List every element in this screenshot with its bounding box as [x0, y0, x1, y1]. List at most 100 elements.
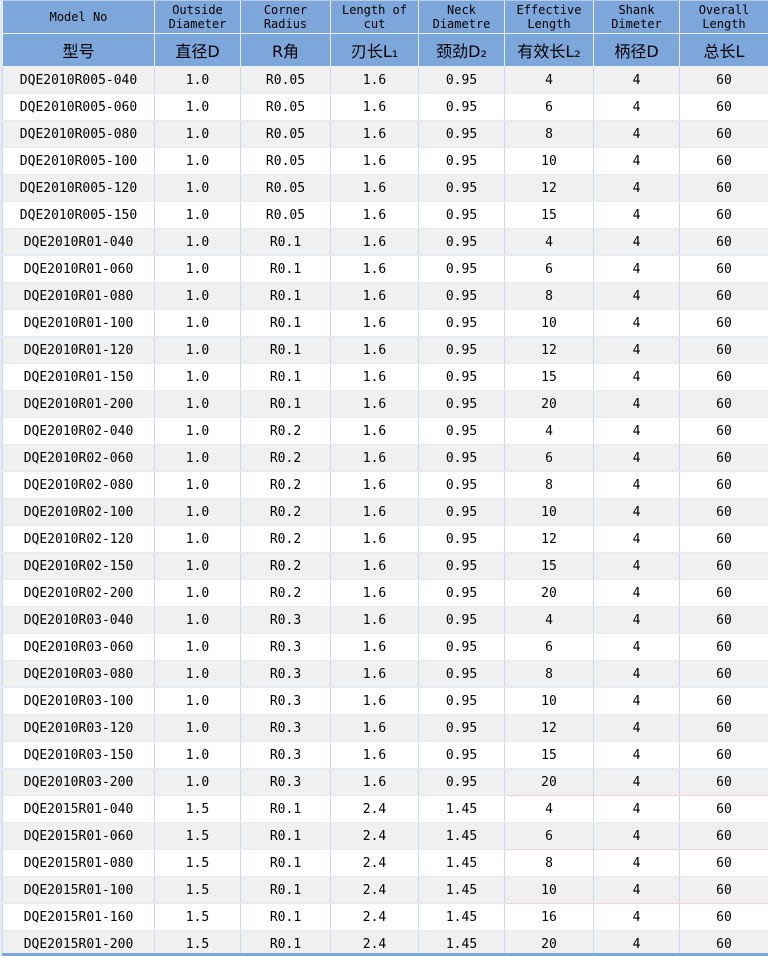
cell-model-no: DQE2015R01-200	[2, 930, 155, 956]
table-row: DQE2010R02-060 1.0 R0.2 1.6 0.95 6 4 60	[2, 444, 768, 472]
cell-shank-dimeter: 4	[593, 255, 680, 283]
table-body: DQE2010R005-040 1.0 R0.05 1.6 0.95 4 4 6…	[2, 66, 768, 956]
cell-outside-diameter: 1.0	[154, 444, 241, 472]
cell-overall-length: 60	[679, 903, 768, 931]
cell-outside-diameter: 1.0	[154, 93, 241, 121]
header-cn-outside-diameter: 直径D	[154, 33, 241, 67]
cell-model-no: DQE2010R02-120	[2, 525, 155, 553]
cell-effective-length: 6	[504, 444, 594, 472]
cell-neck-diametre: 0.95	[418, 309, 505, 337]
cell-shank-dimeter: 4	[593, 552, 680, 580]
cell-effective-length: 4	[504, 66, 594, 94]
header-length-of-cut: Length of cut	[330, 0, 419, 34]
cell-length-of-cut: 1.6	[330, 255, 419, 283]
cell-length-of-cut: 1.6	[330, 687, 419, 715]
cell-model-no: DQE2010R01-150	[2, 363, 155, 391]
table-row: DQE2010R005-080 1.0 R0.05 1.6 0.95 8 4 6…	[2, 120, 768, 148]
cell-shank-dimeter: 4	[593, 147, 680, 175]
cell-shank-dimeter: 4	[593, 93, 680, 121]
cell-outside-diameter: 1.0	[154, 552, 241, 580]
table-row: DQE2010R03-200 1.0 R0.3 1.6 0.95 20 4 60	[2, 768, 768, 796]
cell-effective-length: 10	[504, 876, 594, 904]
cell-length-of-cut: 1.6	[330, 390, 419, 418]
cell-effective-length: 10	[504, 147, 594, 175]
cell-outside-diameter: 1.5	[154, 903, 241, 931]
cell-neck-diametre: 0.95	[418, 687, 505, 715]
header-overall-length: Overall Length	[679, 0, 768, 34]
cell-neck-diametre: 1.45	[418, 795, 505, 823]
cell-effective-length: 12	[504, 714, 594, 742]
cell-outside-diameter: 1.0	[154, 120, 241, 148]
cell-corner-radius: R0.05	[240, 66, 331, 94]
cell-corner-radius: R0.2	[240, 417, 331, 445]
cell-overall-length: 60	[679, 498, 768, 526]
cell-overall-length: 60	[679, 282, 768, 310]
cell-corner-radius: R0.05	[240, 147, 331, 175]
top-grid-line	[2, 0, 768, 1]
cell-model-no: DQE2015R01-080	[2, 849, 155, 877]
cell-overall-length: 60	[679, 255, 768, 283]
cell-length-of-cut: 1.6	[330, 282, 419, 310]
cell-overall-length: 60	[679, 471, 768, 499]
table-row: DQE2015R01-060 1.5 R0.1 2.4 1.45 6 4 60	[2, 822, 768, 850]
table-row: DQE2010R01-120 1.0 R0.1 1.6 0.95 12 4 60	[2, 336, 768, 364]
cell-corner-radius: R0.1	[240, 390, 331, 418]
cell-neck-diametre: 1.45	[418, 903, 505, 931]
cell-corner-radius: R0.3	[240, 606, 331, 634]
table-row: DQE2010R02-080 1.0 R0.2 1.6 0.95 8 4 60	[2, 471, 768, 499]
cell-shank-dimeter: 4	[593, 525, 680, 553]
cell-corner-radius: R0.05	[240, 174, 331, 202]
cell-shank-dimeter: 4	[593, 822, 680, 850]
cell-outside-diameter: 1.0	[154, 498, 241, 526]
table-row: DQE2015R01-100 1.5 R0.1 2.4 1.45 10 4 60	[2, 876, 768, 904]
cell-effective-length: 16	[504, 903, 594, 931]
cell-model-no: DQE2010R01-120	[2, 336, 155, 364]
cell-effective-length: 10	[504, 309, 594, 337]
cell-outside-diameter: 1.0	[154, 228, 241, 256]
cell-length-of-cut: 1.6	[330, 471, 419, 499]
cell-effective-length: 6	[504, 255, 594, 283]
cell-corner-radius: R0.1	[240, 363, 331, 391]
cell-overall-length: 60	[679, 930, 768, 956]
cell-neck-diametre: 0.95	[418, 228, 505, 256]
cell-model-no: DQE2015R01-160	[2, 903, 155, 931]
cell-model-no: DQE2010R02-040	[2, 417, 155, 445]
cell-neck-diametre: 0.95	[418, 390, 505, 418]
cell-corner-radius: R0.05	[240, 120, 331, 148]
header-cn-corner-radius: R角	[240, 33, 331, 67]
cell-neck-diametre: 0.95	[418, 525, 505, 553]
header-neck-diametre: Neck Diametre	[418, 0, 505, 34]
cell-outside-diameter: 1.0	[154, 633, 241, 661]
cell-neck-diametre: 0.95	[418, 417, 505, 445]
cell-overall-length: 60	[679, 336, 768, 364]
cell-overall-length: 60	[679, 876, 768, 904]
cell-model-no: DQE2010R02-150	[2, 552, 155, 580]
cell-model-no: DQE2010R03-120	[2, 714, 155, 742]
cell-model-no: DQE2010R005-120	[2, 174, 155, 202]
cell-outside-diameter: 1.0	[154, 201, 241, 229]
cell-overall-length: 60	[679, 309, 768, 337]
cell-shank-dimeter: 4	[593, 444, 680, 472]
cell-model-no: DQE2015R01-060	[2, 822, 155, 850]
cell-overall-length: 60	[679, 714, 768, 742]
table-row: DQE2010R02-150 1.0 R0.2 1.6 0.95 15 4 60	[2, 552, 768, 580]
cell-corner-radius: R0.05	[240, 93, 331, 121]
cell-shank-dimeter: 4	[593, 903, 680, 931]
cell-length-of-cut: 1.6	[330, 201, 419, 229]
cell-corner-radius: R0.3	[240, 633, 331, 661]
cell-outside-diameter: 1.0	[154, 363, 241, 391]
cell-model-no: DQE2010R005-080	[2, 120, 155, 148]
cell-length-of-cut: 1.6	[330, 363, 419, 391]
cell-outside-diameter: 1.0	[154, 336, 241, 364]
cell-outside-diameter: 1.0	[154, 282, 241, 310]
cell-shank-dimeter: 4	[593, 201, 680, 229]
cell-outside-diameter: 1.5	[154, 795, 241, 823]
table-row: DQE2010R02-200 1.0 R0.2 1.6 0.95 20 4 60	[2, 579, 768, 607]
cell-overall-length: 60	[679, 525, 768, 553]
cell-shank-dimeter: 4	[593, 579, 680, 607]
cell-effective-length: 20	[504, 579, 594, 607]
cell-neck-diametre: 0.95	[418, 147, 505, 175]
cell-length-of-cut: 1.6	[330, 174, 419, 202]
cell-overall-length: 60	[679, 201, 768, 229]
